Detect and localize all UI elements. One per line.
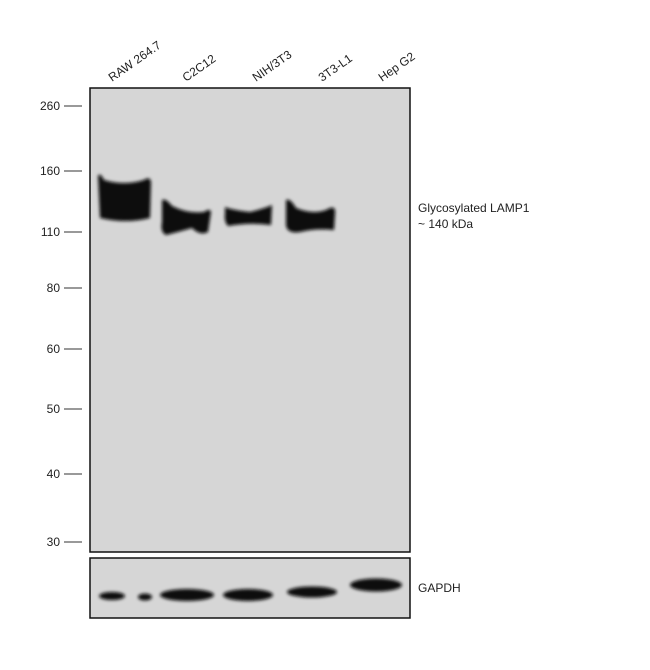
lane-label: RAW 264.7	[106, 38, 164, 85]
band	[224, 205, 272, 226]
lane-labels: RAW 264.7 C2C12 NIH/3T3 3T3-L1 Hep G2	[106, 38, 418, 85]
lamp1-bands	[98, 174, 336, 235]
marker-label: 60	[47, 342, 61, 356]
marker-label: 40	[47, 467, 61, 481]
lane-label: NIH/3T3	[250, 47, 295, 84]
lane-label: C2C12	[180, 51, 219, 84]
band-name: Glycosylated LAMP1	[418, 201, 530, 215]
marker-label: 160	[40, 164, 60, 178]
loading-control-label: GAPDH	[418, 581, 461, 595]
band	[223, 589, 273, 601]
marker-label: 30	[47, 535, 61, 549]
marker-label: 50	[47, 402, 61, 416]
band	[286, 199, 336, 233]
band	[99, 592, 125, 600]
band-size: ~ 140 kDa	[418, 217, 473, 231]
marker-label: 260	[40, 99, 60, 113]
band	[350, 578, 402, 592]
lane-label: Hep G2	[376, 49, 418, 84]
lane-label: 3T3-L1	[316, 51, 355, 84]
band	[138, 593, 152, 601]
marker-label: 80	[47, 281, 61, 295]
marker-labels: 260 160 110 80 60 50 40 30	[40, 99, 82, 549]
band	[161, 199, 211, 235]
band	[98, 174, 151, 221]
band	[287, 586, 337, 598]
blot-panel	[89, 87, 411, 553]
band	[160, 589, 214, 601]
marker-label: 110	[41, 225, 60, 239]
gapdh-bands	[99, 578, 402, 601]
